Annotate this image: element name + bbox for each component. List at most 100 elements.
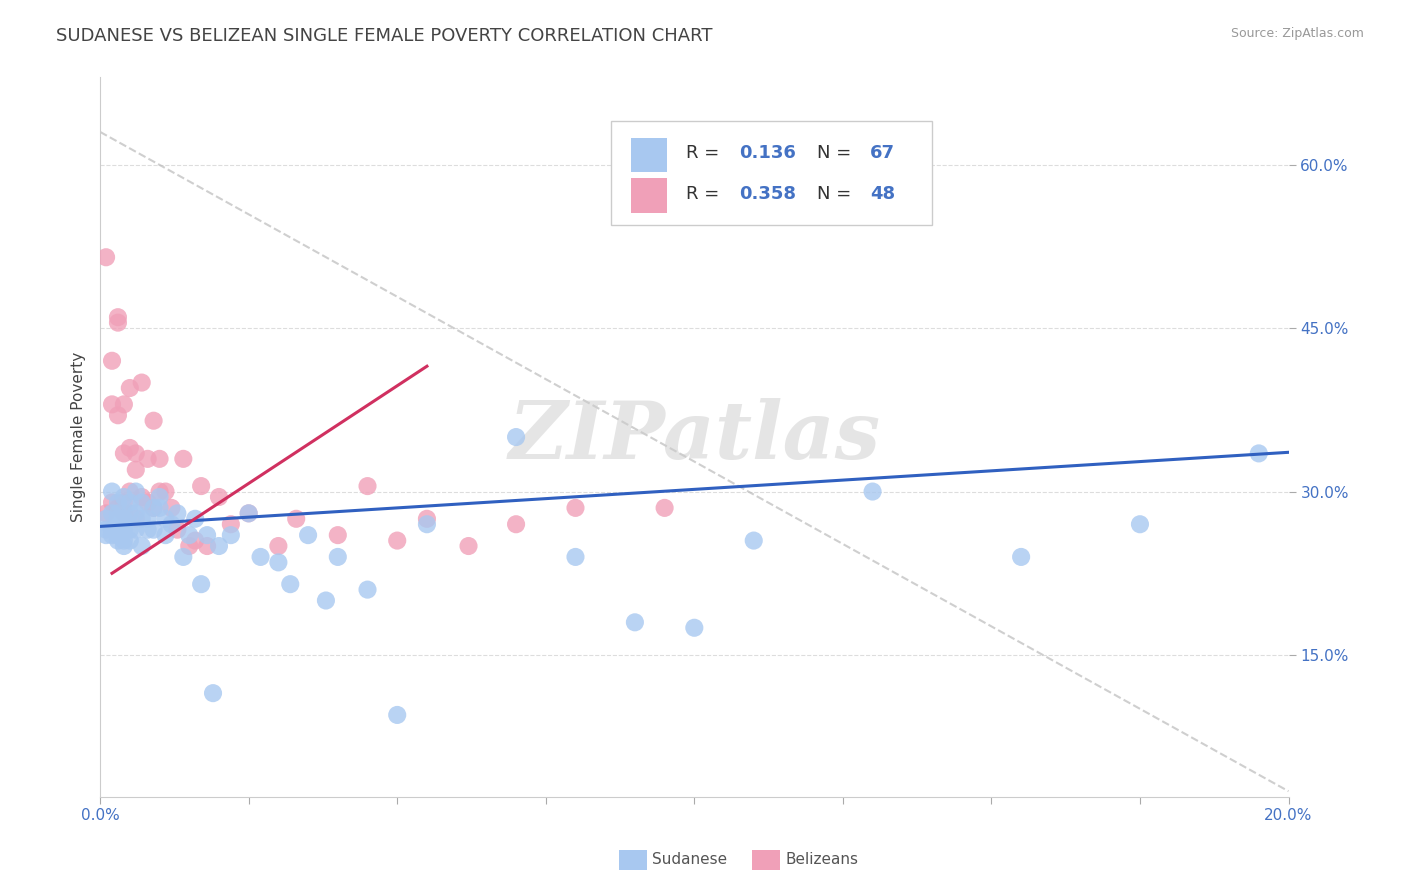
Point bbox=[118, 506, 141, 520]
Point bbox=[112, 397, 135, 411]
Point bbox=[202, 686, 225, 700]
Point bbox=[387, 533, 409, 548]
Point bbox=[94, 523, 117, 537]
Point bbox=[505, 517, 527, 532]
Text: 0.136: 0.136 bbox=[740, 144, 796, 162]
Text: 48: 48 bbox=[870, 185, 896, 203]
Point bbox=[125, 463, 148, 477]
Point bbox=[148, 451, 170, 466]
Point bbox=[131, 512, 153, 526]
Point bbox=[356, 479, 378, 493]
Point bbox=[249, 549, 271, 564]
Point bbox=[184, 533, 207, 548]
Point bbox=[94, 512, 117, 526]
Point bbox=[112, 490, 135, 504]
Point bbox=[136, 451, 159, 466]
Point bbox=[101, 523, 124, 537]
Point bbox=[101, 484, 124, 499]
Point bbox=[101, 528, 124, 542]
Point bbox=[457, 539, 479, 553]
Point bbox=[107, 512, 129, 526]
Point bbox=[155, 484, 177, 499]
Point bbox=[166, 506, 188, 520]
Point bbox=[742, 533, 765, 548]
Point bbox=[107, 316, 129, 330]
Point bbox=[267, 555, 290, 569]
Point bbox=[101, 495, 124, 509]
Point bbox=[1129, 517, 1152, 532]
Point bbox=[107, 533, 129, 548]
Point bbox=[131, 495, 153, 509]
Point bbox=[118, 533, 141, 548]
Text: R =: R = bbox=[686, 185, 725, 203]
Point bbox=[136, 523, 159, 537]
Point bbox=[101, 353, 124, 368]
Text: 67: 67 bbox=[870, 144, 896, 162]
Point bbox=[142, 523, 165, 537]
FancyBboxPatch shape bbox=[631, 178, 666, 212]
Point bbox=[190, 479, 212, 493]
FancyBboxPatch shape bbox=[631, 138, 666, 172]
Point bbox=[184, 512, 207, 526]
Point bbox=[654, 500, 676, 515]
Point bbox=[125, 506, 148, 520]
Point bbox=[505, 430, 527, 444]
Text: SUDANESE VS BELIZEAN SINGLE FEMALE POVERTY CORRELATION CHART: SUDANESE VS BELIZEAN SINGLE FEMALE POVER… bbox=[56, 27, 713, 45]
Point bbox=[155, 512, 177, 526]
Point bbox=[315, 593, 337, 607]
Point bbox=[112, 506, 135, 520]
Point bbox=[172, 451, 194, 466]
Point bbox=[238, 506, 260, 520]
Point bbox=[125, 512, 148, 526]
Text: Belizeans: Belizeans bbox=[786, 853, 859, 867]
Point bbox=[118, 441, 141, 455]
Point bbox=[94, 528, 117, 542]
Point bbox=[118, 484, 141, 499]
Point bbox=[179, 539, 201, 553]
Point bbox=[107, 310, 129, 325]
Point bbox=[125, 484, 148, 499]
Point bbox=[142, 500, 165, 515]
Text: N =: N = bbox=[817, 144, 856, 162]
Point bbox=[107, 528, 129, 542]
Point bbox=[112, 539, 135, 553]
Point bbox=[131, 376, 153, 390]
Point bbox=[155, 528, 177, 542]
Point bbox=[107, 506, 129, 520]
Point bbox=[179, 528, 201, 542]
Point bbox=[118, 523, 141, 537]
Point bbox=[112, 517, 135, 532]
Point bbox=[131, 490, 153, 504]
Point bbox=[112, 523, 135, 537]
Y-axis label: Single Female Poverty: Single Female Poverty bbox=[72, 352, 86, 522]
Point bbox=[624, 615, 647, 630]
Point bbox=[118, 495, 141, 509]
Point bbox=[131, 539, 153, 553]
Point bbox=[326, 528, 349, 542]
Point bbox=[142, 500, 165, 515]
Point bbox=[125, 523, 148, 537]
Point bbox=[112, 533, 135, 548]
Point bbox=[136, 495, 159, 509]
Point bbox=[267, 539, 290, 553]
Point bbox=[195, 528, 218, 542]
Point bbox=[107, 495, 129, 509]
Point bbox=[862, 484, 884, 499]
Point bbox=[387, 708, 409, 723]
Point bbox=[1247, 446, 1270, 460]
Point bbox=[136, 512, 159, 526]
Point bbox=[118, 381, 141, 395]
Text: Source: ZipAtlas.com: Source: ZipAtlas.com bbox=[1230, 27, 1364, 40]
Point bbox=[297, 528, 319, 542]
Point bbox=[416, 517, 439, 532]
Point bbox=[166, 523, 188, 537]
FancyBboxPatch shape bbox=[612, 120, 932, 225]
Point bbox=[107, 409, 129, 423]
Point bbox=[278, 577, 301, 591]
Point bbox=[112, 495, 135, 509]
Point bbox=[148, 484, 170, 499]
Point bbox=[219, 528, 242, 542]
Point bbox=[219, 517, 242, 532]
Point bbox=[101, 397, 124, 411]
Point bbox=[416, 512, 439, 526]
